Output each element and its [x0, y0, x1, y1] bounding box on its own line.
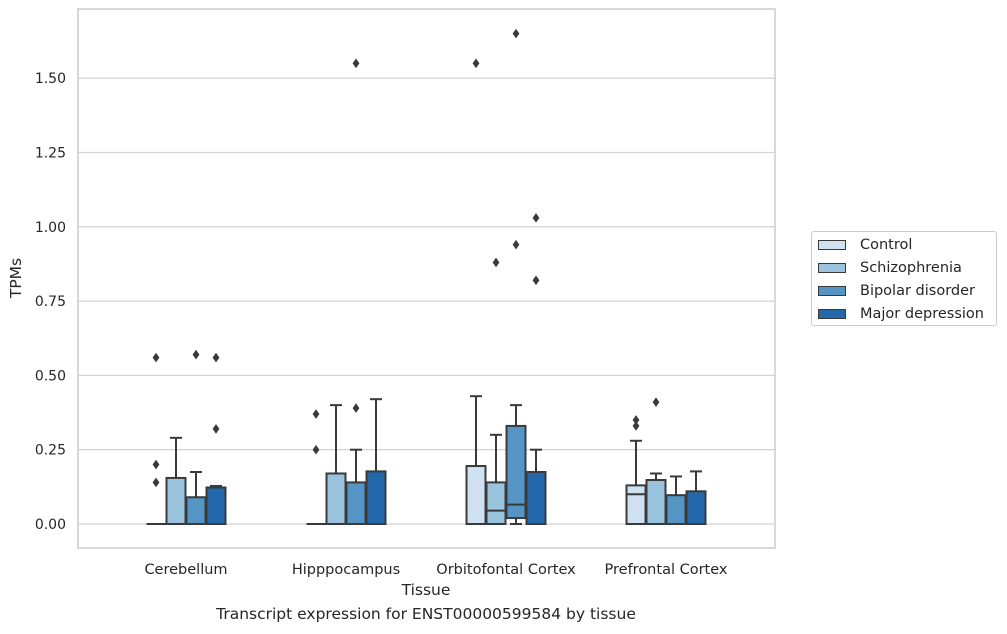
legend-label-bipolar-disorder: Bipolar disorder — [860, 283, 975, 299]
outlier-point — [472, 58, 480, 69]
box-major-depression-orbitofontal-cortex — [525, 213, 547, 525]
box-schizophrenia-hipppocampus — [325, 404, 347, 526]
box-iqr — [365, 470, 387, 525]
y-tick-label: 0.00 — [35, 517, 66, 533]
legend: Control Schizophrenia Bipolar disorder M… — [811, 231, 997, 326]
x-tick-label: Prefrontal Cortex — [605, 562, 728, 578]
x-axis-label: Tissue — [401, 581, 451, 599]
box-major-depression-prefrontal-cortex — [685, 470, 707, 526]
box-iqr — [525, 470, 547, 525]
y-tick-label: 0.75 — [35, 294, 66, 310]
outlier-point — [212, 352, 220, 363]
legend-label-control: Control — [860, 237, 913, 253]
box-control-hipppocampus — [306, 409, 326, 525]
legend-swatch-control — [818, 240, 846, 250]
box-bipolar-disorder-hipppocampus — [345, 58, 367, 525]
box-major-depression-hipppocampus — [365, 398, 387, 525]
outlier-point — [512, 239, 520, 250]
outlier-point — [632, 421, 640, 431]
box-schizophrenia-cerebellum — [165, 436, 187, 525]
box-iqr — [165, 476, 187, 525]
box-iqr — [185, 496, 207, 526]
y-tick-labels: 0.00 0.25 0.50 0.75 1.00 1.25 1.50 — [35, 71, 66, 533]
outlier-point — [492, 257, 500, 268]
x-tick-label: Hipppocampus — [292, 562, 400, 578]
plot-frame — [77, 8, 776, 549]
outlier-point — [152, 459, 160, 470]
y-tick-label: 0.50 — [35, 368, 66, 384]
outlier-point — [652, 397, 660, 407]
box-schizophrenia-prefrontal-cortex — [645, 397, 667, 526]
box-bipolar-disorder-prefrontal-cortex — [665, 475, 687, 525]
legend-swatch-major-depression — [818, 309, 846, 319]
x-tick-label: Cerebellum — [144, 562, 227, 578]
legend-swatch-bipolar-disorder — [818, 286, 846, 296]
outlier-point — [312, 409, 320, 419]
box-control-prefrontal-cortex — [625, 415, 647, 526]
legend-swatch-schizophrenia — [818, 263, 846, 273]
y-axis-label: TPMs — [7, 258, 25, 299]
grid-lines — [78, 77, 775, 525]
box-bipolar-disorder-orbitofontal-cortex — [505, 28, 527, 525]
outlier-point — [632, 415, 640, 425]
box-schizophrenia-orbitofontal-cortex — [485, 257, 507, 525]
outlier-point — [212, 424, 220, 434]
box-iqr — [645, 479, 667, 526]
legend-item-bipolar-disorder: Bipolar disorder — [818, 281, 975, 301]
legend-item-control: Control — [818, 235, 912, 255]
legend-label-major-depression: Major depression — [860, 306, 984, 322]
y-tick-label: 0.25 — [35, 443, 66, 459]
box-major-depression-cerebellum — [205, 352, 227, 525]
outlier-point — [532, 213, 540, 223]
outlier-point — [352, 403, 360, 413]
box-iqr — [345, 481, 367, 525]
box-iqr — [665, 494, 687, 525]
box-control-orbitofontal-cortex — [465, 58, 487, 525]
y-tick-label: 1.50 — [35, 71, 66, 87]
outlier-point — [312, 444, 320, 455]
figure-caption: Transcript expression for ENST0000059958… — [216, 605, 636, 623]
box-control-cerebellum — [146, 352, 166, 525]
outlier-point — [152, 352, 160, 363]
box-iqr — [325, 472, 347, 526]
box-iqr — [685, 490, 707, 526]
y-tick-label: 1.00 — [35, 220, 66, 236]
outlier-point — [152, 477, 160, 488]
box-iqr — [625, 484, 647, 526]
x-tick-label: Orbitofontal Cortex — [436, 562, 576, 578]
box-bipolar-disorder-cerebellum — [185, 349, 207, 526]
outlier-point — [512, 28, 520, 39]
outlier-point — [352, 58, 360, 69]
legend-item-schizophrenia: Schizophrenia — [818, 258, 962, 278]
y-tick-label: 1.25 — [35, 146, 66, 162]
x-tick-labels: Cerebellum Hipppocampus Orbitofontal Corte… — [144, 562, 727, 578]
box-iqr — [465, 465, 487, 525]
legend-item-major-depression: Major depression — [818, 304, 984, 324]
boxes — [146, 28, 707, 526]
outlier-point — [532, 275, 540, 286]
box-iqr — [205, 486, 227, 525]
legend-label-schizophrenia: Schizophrenia — [860, 260, 962, 276]
box-iqr — [485, 481, 507, 525]
outlier-point — [192, 349, 200, 360]
